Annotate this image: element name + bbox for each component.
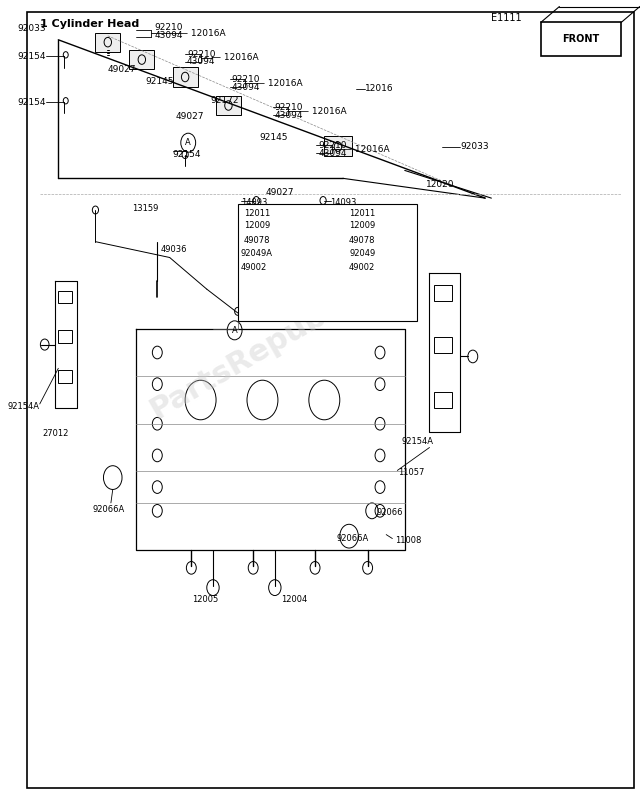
Bar (434, 392, 452, 408)
Text: 12016: 12016 (365, 84, 393, 94)
FancyBboxPatch shape (541, 22, 621, 56)
Text: 27012: 27012 (43, 429, 69, 438)
Bar (325, 135, 352, 156)
Bar (129, 50, 154, 69)
Text: 12011: 12011 (244, 209, 270, 218)
Text: 49036: 49036 (160, 245, 187, 254)
Text: 49027: 49027 (265, 188, 294, 197)
Text: 43094: 43094 (187, 58, 216, 66)
Text: 92172: 92172 (210, 96, 238, 106)
Text: 92210: 92210 (232, 75, 260, 84)
Text: 92033: 92033 (17, 24, 46, 34)
Text: 92210: 92210 (187, 50, 216, 58)
Text: — 12016A: — 12016A (179, 29, 225, 38)
Text: E1111: E1111 (491, 14, 522, 23)
Text: A: A (232, 326, 238, 335)
Text: 92154: 92154 (17, 98, 46, 107)
Bar (238, 204, 417, 321)
Text: — 12016A: — 12016A (212, 54, 258, 62)
Text: A: A (185, 138, 191, 147)
Text: 92154A: 92154A (8, 402, 40, 411)
Text: 92145: 92145 (260, 133, 288, 142)
Text: FRONT: FRONT (562, 34, 600, 44)
Text: 49027: 49027 (108, 65, 137, 74)
Bar (59, 330, 72, 343)
Text: 43094: 43094 (275, 110, 303, 119)
Bar (216, 96, 241, 115)
Text: 1 Cylinder Head: 1 Cylinder Head (40, 19, 139, 29)
Text: 92210: 92210 (275, 102, 303, 111)
Text: — 12016A: — 12016A (256, 79, 303, 88)
Text: 11057: 11057 (399, 468, 425, 478)
Text: 92049: 92049 (349, 249, 375, 258)
Text: 92049A: 92049A (241, 249, 273, 258)
Text: 49027: 49027 (176, 112, 204, 121)
Text: 49078: 49078 (244, 235, 270, 245)
Text: — 12016A: — 12016A (343, 145, 390, 154)
Bar (173, 67, 198, 86)
Text: 49078: 49078 (349, 235, 375, 245)
Text: 11008: 11008 (395, 537, 422, 546)
Text: 92145: 92145 (145, 78, 173, 86)
Text: 43094: 43094 (318, 149, 346, 158)
Bar (59, 370, 72, 382)
Text: 92066A: 92066A (337, 534, 369, 543)
Bar (95, 33, 120, 52)
Text: PartsRepublik: PartsRepublik (145, 280, 368, 425)
Text: 49002: 49002 (349, 262, 375, 271)
Text: — 12016A: — 12016A (299, 106, 346, 115)
Text: 12009: 12009 (349, 222, 375, 230)
Text: 49002: 49002 (241, 262, 267, 271)
Text: 12020: 12020 (426, 180, 455, 189)
Text: 43094: 43094 (232, 82, 260, 92)
Text: 12005: 12005 (193, 595, 219, 604)
Text: 14093: 14093 (330, 198, 357, 206)
Text: 92210: 92210 (318, 141, 346, 150)
Text: 12011: 12011 (349, 209, 375, 218)
Bar (59, 290, 72, 303)
Text: 12004: 12004 (281, 595, 307, 604)
Text: 92154: 92154 (173, 150, 202, 159)
Text: 92066: 92066 (377, 508, 403, 517)
Text: 92210: 92210 (154, 23, 183, 33)
Text: 14093: 14093 (241, 198, 267, 206)
Text: 92033: 92033 (460, 142, 489, 151)
Text: 92066A: 92066A (92, 505, 124, 514)
Text: 12009: 12009 (244, 222, 270, 230)
Text: 92154: 92154 (17, 52, 46, 61)
Text: 92154A: 92154A (402, 437, 433, 446)
Text: 13159: 13159 (133, 204, 159, 213)
Text: 43094: 43094 (154, 31, 183, 40)
Bar (434, 337, 452, 353)
Bar (434, 286, 452, 301)
